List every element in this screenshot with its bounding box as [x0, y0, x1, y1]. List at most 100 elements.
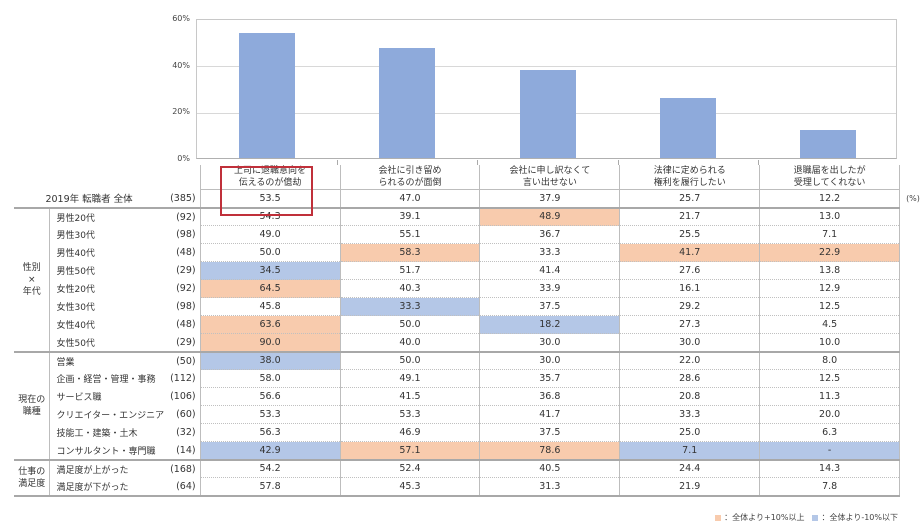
- data-cell: 8.0: [759, 351, 901, 370]
- data-cell: 57.8: [199, 477, 340, 497]
- x-tick: [757, 160, 759, 165]
- row-label: コンサルタント・専門職: [49, 441, 165, 461]
- data-cell: 20.8: [619, 387, 760, 406]
- group-label: 現在の 職種: [14, 351, 51, 461]
- data-cell: 28.6: [619, 369, 760, 388]
- data-cell: 56.6: [199, 387, 340, 406]
- data-cell: 24.4: [619, 459, 760, 478]
- row-n: (29): [176, 265, 196, 276]
- gridline: [197, 66, 896, 67]
- table-row: サービス職 (106) 56.6 41.5 36.8 20.8 11.3: [14, 387, 920, 406]
- data-cell: 64.5: [199, 279, 340, 298]
- row-n: (106): [170, 391, 196, 402]
- data-cell: 41.7: [479, 405, 620, 424]
- data-cell: 29.2: [619, 297, 760, 316]
- row-label: 女性40代: [56, 321, 95, 331]
- data-cell: 58.3: [339, 243, 480, 262]
- row-label: 男性30代: [56, 231, 95, 241]
- data-cell: 90.0: [199, 333, 340, 353]
- table-row: 企画・経営・管理・事務 (112) 58.0 49.1 35.7 28.6 12.5: [14, 369, 920, 388]
- legend-high: ：全体より+10%以上: [715, 512, 804, 523]
- table-row: 現在の 職種 営業 (50) 38.0 50.0 30.0 22.0 8.0: [14, 351, 920, 461]
- total-cell: 47.0: [339, 189, 480, 209]
- table-row: 男性50代 (29) 34.5 51.7 41.4 27.6 13.8: [14, 261, 920, 280]
- data-cell: 46.9: [339, 423, 480, 442]
- data-cell: 30.0: [479, 351, 620, 370]
- row-label: 満足度が上がった: [56, 465, 129, 476]
- data-cell: 37.5: [479, 423, 620, 442]
- row-label: 企画・経営・管理・事務: [56, 375, 156, 385]
- unit-label: (%): [906, 194, 920, 203]
- data-cell: 40.5: [479, 459, 620, 478]
- data-cell: 35.7: [479, 369, 620, 388]
- y-tick-40: 40%: [172, 61, 190, 70]
- data-cell: 12.9: [759, 279, 901, 298]
- data-cell: 40.0: [339, 333, 480, 353]
- bar-1: [239, 33, 296, 158]
- table-row: 男性40代 (48) 50.0 58.3 33.3 41.7 22.9: [14, 243, 920, 262]
- plot-area: [196, 19, 897, 165]
- data-cell: -: [759, 441, 901, 461]
- data-cell: 53.3: [339, 405, 480, 424]
- data-cell: 16.1: [619, 279, 760, 298]
- row-n: (32): [176, 427, 196, 438]
- data-cell: 63.6: [199, 315, 340, 334]
- total-cell: 53.5: [199, 189, 340, 209]
- row-n: (64): [164, 477, 201, 497]
- data-cell: 33.3: [479, 243, 620, 262]
- data-cell: 48.9: [479, 207, 620, 226]
- row-n: (60): [176, 409, 196, 420]
- group-label: 性別 × 年代: [14, 207, 51, 353]
- total-cell: 25.7: [619, 189, 760, 209]
- table-row: 男性30代 (98) 49.0 55.1 36.7 25.5 7.1: [14, 225, 920, 244]
- bar-3: [519, 69, 576, 158]
- data-table: 上司に退職意向を 伝えるのが億劫 会社に引き留め られるのが面倒 会社に申し訳なくて 言い…: [14, 165, 920, 497]
- data-cell: 57.1: [339, 441, 480, 461]
- data-cell: 21.7: [619, 207, 760, 226]
- data-cell: 12.5: [759, 297, 901, 316]
- table-row: 性別 × 年代 男性20代 (92) 54.3 39.1 48.9 21.7 13.0: [14, 207, 920, 353]
- bar-4: [659, 98, 716, 158]
- data-cell: 34.5: [199, 261, 340, 280]
- data-cell: 25.5: [619, 225, 760, 244]
- total-cell: 37.9: [479, 189, 620, 209]
- data-cell: 31.3: [479, 477, 620, 497]
- x-tick: [337, 160, 339, 165]
- data-cell: 22.9: [759, 243, 901, 262]
- data-cell: 13.8: [759, 261, 901, 280]
- data-cell: 21.9: [619, 477, 760, 497]
- legend-swatch-low: [812, 514, 819, 521]
- row-label: 営業: [56, 357, 75, 368]
- data-cell: 7.1: [619, 441, 760, 461]
- data-cell: 33.9: [479, 279, 620, 298]
- row-label: 満足度が下がった: [49, 477, 165, 497]
- bar-5: [799, 129, 856, 158]
- y-tick-60: 60%: [172, 14, 190, 23]
- data-cell: 49.1: [339, 369, 480, 388]
- legend-high-text: ：全体より+10%以上: [724, 513, 805, 522]
- data-cell: 12.5: [759, 369, 901, 388]
- data-cell: 33.3: [339, 297, 480, 316]
- data-cell: 41.5: [339, 387, 480, 406]
- data-cell: 45.3: [339, 477, 480, 497]
- legend-swatch-high: [715, 514, 722, 521]
- data-cell: 53.3: [199, 405, 340, 424]
- data-cell: 78.6: [479, 441, 620, 461]
- data-cell: 30.0: [619, 333, 760, 353]
- row-label: 男性40代: [56, 249, 95, 259]
- data-cell: 41.7: [619, 243, 760, 262]
- data-cell: 45.8: [199, 297, 340, 316]
- data-cell: 7.8: [759, 477, 901, 497]
- data-cell: 38.0: [199, 351, 340, 370]
- data-cell: 42.9: [199, 441, 340, 461]
- row-n: (168): [170, 463, 196, 475]
- data-cell: 22.0: [619, 351, 760, 370]
- data-cell: 41.4: [479, 261, 620, 280]
- table-row: 仕事の 満足度 満足度が上がった (168) 54.2 52.4 40.5 24.4 14.3: [14, 459, 920, 497]
- column-header-5: 退職届を出したが 受理してくれない: [759, 165, 901, 190]
- legend-low: ：全体より-10%以下: [812, 512, 898, 523]
- data-cell: 10.0: [759, 333, 901, 353]
- row-label: 男性20代: [56, 213, 95, 224]
- total-row: 2019年 転職者 全体 (385) 53.5 47.0 37.9 25.7 12.2 (…: [14, 189, 920, 209]
- group-label: 仕事の 満足度: [14, 459, 51, 497]
